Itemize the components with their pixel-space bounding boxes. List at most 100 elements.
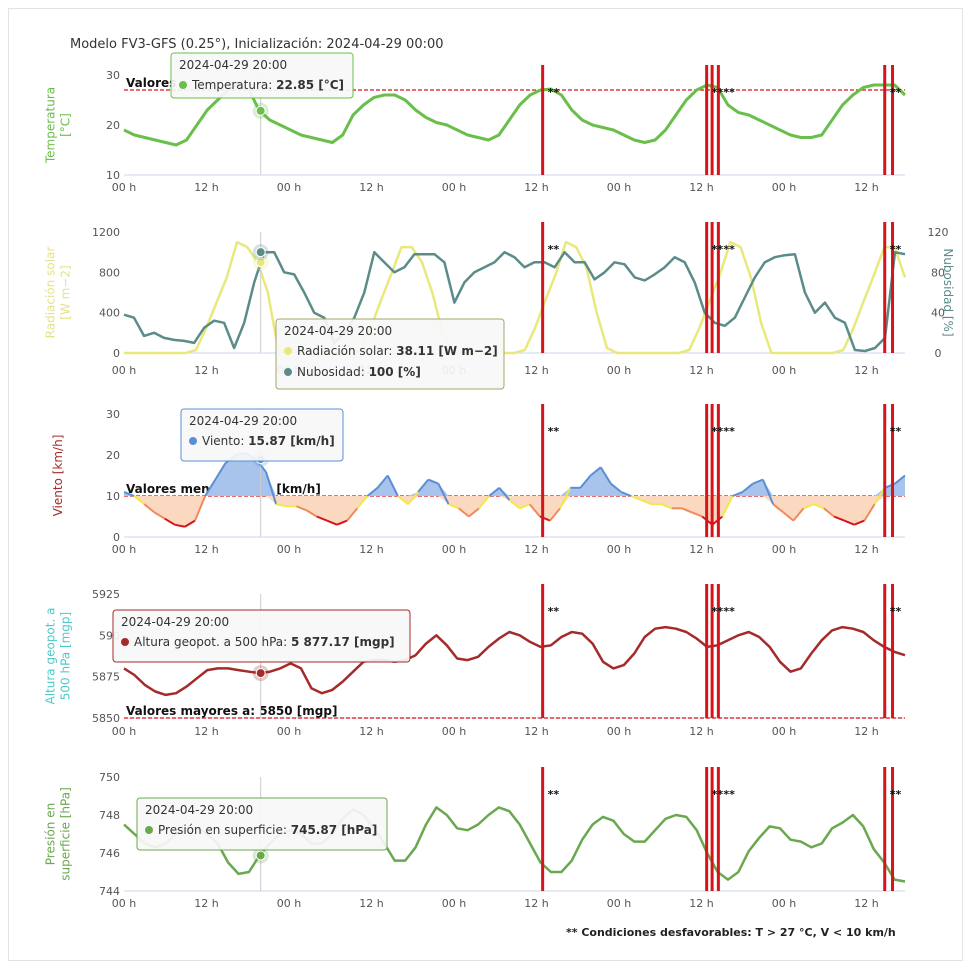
tooltip-box	[180, 408, 344, 462]
wind-segment	[742, 482, 754, 493]
wind-segment	[184, 519, 196, 528]
alert-star: **	[712, 243, 724, 256]
x-tick-label: 00 h	[112, 181, 136, 194]
x-tick-label: 12 h	[524, 181, 548, 194]
x-tick-label: 12 h	[854, 364, 878, 377]
alert-star: **	[890, 788, 902, 801]
tooltip-dot	[284, 368, 292, 376]
x-tick-label: 12 h	[524, 725, 548, 738]
y-right-tick-label: 40	[931, 307, 945, 320]
tooltip-time: 2024-04-29 20:00	[121, 615, 229, 629]
alert-star: **	[890, 243, 902, 256]
x-tick-label: 12 h	[689, 543, 713, 556]
y-tick-label: 30	[106, 408, 120, 421]
y-tick-label: 10	[106, 490, 120, 503]
x-tick-label: 00 h	[607, 897, 631, 910]
y-axis-label: Viento [km/h]	[51, 435, 65, 517]
x-tick-label: 12 h	[689, 725, 713, 738]
alert-star: **	[723, 425, 735, 438]
chart-frame	[8, 8, 963, 961]
series-line-0	[123, 806, 906, 883]
tooltip-dot	[284, 347, 292, 355]
wind-segment	[417, 478, 430, 493]
x-tick-label: 12 h	[524, 897, 548, 910]
x-tick-label: 12 h	[359, 725, 383, 738]
x-tick-label: 00 h	[772, 543, 796, 556]
x-tick-label: 12 h	[194, 364, 218, 377]
hover-marker	[255, 257, 266, 268]
wind-segment	[873, 487, 886, 505]
tooltip: 2024-04-29 20:00 Temperatura: 22.85 [°C]	[170, 52, 354, 99]
tooltip-time: 2024-04-29 20:00	[179, 58, 287, 72]
hover-marker	[255, 105, 266, 116]
tooltip-row: Presión en superficie: 745.87 [hPa]	[158, 823, 377, 837]
wind-segment	[549, 507, 561, 522]
tooltip-dot	[179, 81, 187, 89]
wind-below-area	[124, 496, 905, 527]
wind-segment	[762, 479, 775, 505]
tooltip-time: 2024-04-29 20:00	[284, 324, 392, 338]
wind-segment	[498, 487, 511, 501]
wind-segment	[296, 505, 307, 512]
y-tick-label: 5875	[92, 671, 120, 684]
tooltip-row: Temperatura: 22.85 [°C]	[191, 78, 344, 92]
x-tick-label: 00 h	[442, 897, 466, 910]
y-axis-label: Altura geopot. a	[44, 608, 58, 705]
y-tick-label: 5925	[92, 588, 120, 601]
y-tick-label: 400	[99, 307, 120, 320]
x-tick-label: 12 h	[689, 181, 713, 194]
y-tick-label: 1200	[92, 226, 120, 239]
x-tick-label: 12 h	[854, 725, 878, 738]
x-tick-label: 12 h	[854, 543, 878, 556]
wind-segment	[620, 490, 632, 497]
wind-segment	[721, 495, 734, 517]
panel-radiacion-nubosidad: 00 h12 h00 h12 h00 h12 h00 h12 h00 h12 h…	[44, 222, 955, 390]
wind-segment	[326, 519, 338, 526]
tooltip-time: 2024-04-29 20:00	[189, 414, 297, 428]
alert-star: **	[723, 243, 735, 256]
tooltip-row: Nubosidad: 100 [%]	[297, 365, 421, 379]
x-tick-label: 00 h	[442, 725, 466, 738]
hover-marker	[255, 668, 266, 679]
wind-segment	[863, 503, 876, 522]
wind-segment	[579, 474, 592, 489]
alert-star: **	[723, 788, 735, 801]
panel-temperatura: 00 h 12 h 00 h 12 h 00 h 12 h 00 h 12 h 00 h 12 h…	[44, 52, 907, 194]
y-tick-label: 748	[99, 809, 120, 822]
y-tick-label: 746	[99, 847, 120, 860]
wind-segment	[610, 482, 622, 493]
tooltip-dot	[145, 826, 153, 834]
y-right-axis-label: Nubosidad [%]	[941, 248, 955, 336]
x-tick-label: 00 h	[277, 897, 301, 910]
alert-star: **	[548, 605, 560, 618]
wind-segment	[346, 507, 359, 522]
x-tick-label: 12 h	[359, 543, 383, 556]
x-tick-label: 00 h	[112, 543, 136, 556]
y-axis-label: 500 hPa [mgp]	[59, 612, 73, 700]
wind-segment	[123, 490, 135, 497]
threshold-label: Valores	[126, 76, 176, 90]
y-tick-label: 30	[106, 69, 120, 82]
x-tick-label: 00 h	[112, 897, 136, 910]
wind-segment	[143, 503, 156, 514]
wind-segment	[772, 503, 784, 514]
wind-segment	[528, 503, 541, 518]
wind-segment	[589, 466, 602, 477]
y-axis-label: [°C]	[59, 113, 73, 137]
wind-segment	[336, 519, 348, 526]
wind-segment	[174, 523, 186, 528]
wind-segment	[559, 487, 572, 509]
x-tick-label: 12 h	[194, 181, 218, 194]
wind-segment	[133, 495, 145, 505]
wind-segment	[823, 507, 835, 518]
y-right-tick-label: 120	[928, 226, 949, 239]
tooltip-row: Radiación solar: 38.11 [W m−2]	[297, 344, 498, 358]
y-tick-label: 744	[99, 885, 120, 898]
tooltip: 2024-04-29 20:00 Presión en superficie: 7…	[136, 797, 388, 851]
x-tick-label: 00 h	[772, 725, 796, 738]
y-tick-label: 0	[113, 347, 120, 360]
wind-segment	[803, 503, 815, 510]
wind-segment	[164, 517, 176, 526]
wind-segment	[813, 503, 825, 510]
x-tick-label: 00 h	[607, 725, 631, 738]
